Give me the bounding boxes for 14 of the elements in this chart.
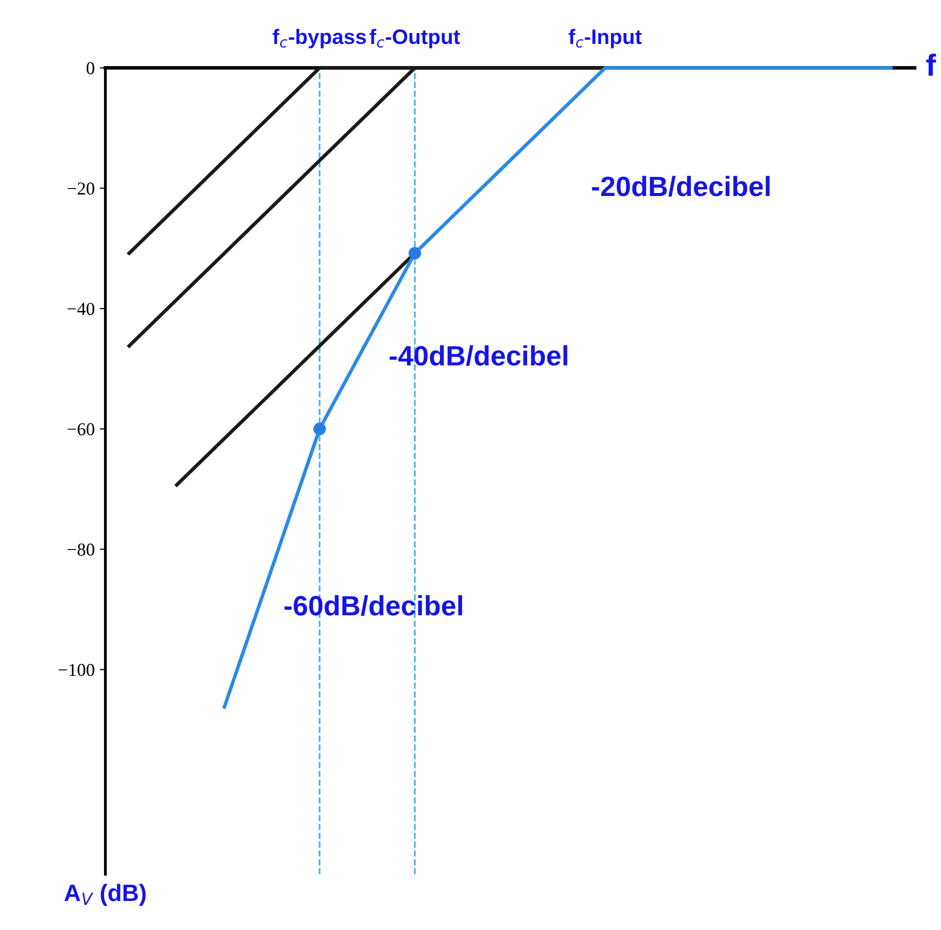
y-tick-label: −20 — [68, 182, 94, 195]
x-tick-label: f$_{c}$-bypass — [272, 28, 366, 48]
y-tick-label: −80 — [68, 544, 94, 556]
y-tick-label: −40 — [68, 302, 94, 316]
annotation: -20dB/decibel — [592, 176, 770, 197]
y-axis-title: A$_{V}$ (dB) — [64, 884, 146, 906]
x-tick-label: f$_{c}$-Input — [568, 28, 642, 48]
annotation: -40dB/decibel — [390, 345, 568, 366]
x-tick-label: f$_{c}$-Output — [370, 28, 460, 48]
y-tick-label: 0 — [86, 62, 94, 74]
y-tick-label: −60 — [68, 423, 94, 436]
x-axis-title: f — [926, 54, 936, 76]
y-tick-label: −100 — [58, 664, 94, 676]
annotation: -60dB/decibel — [284, 595, 462, 616]
